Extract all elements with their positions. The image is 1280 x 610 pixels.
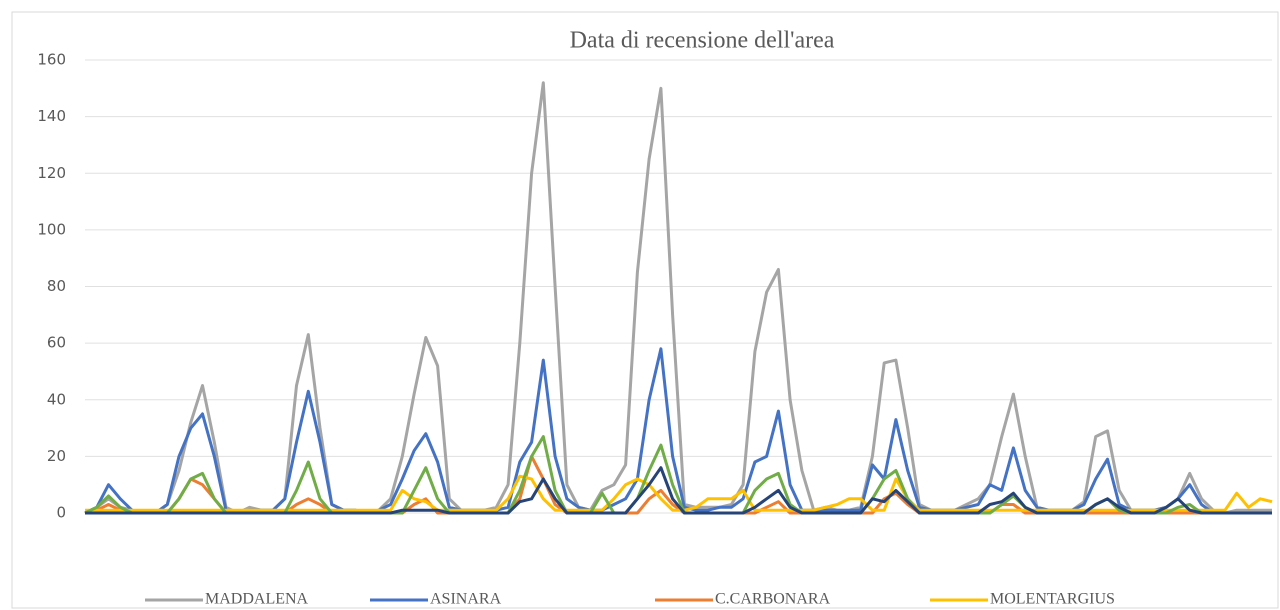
y-tick-label: 60: [47, 334, 66, 352]
series-line: [85, 474, 1273, 512]
y-tick-label: 160: [37, 51, 66, 69]
series-line: [85, 466, 1272, 515]
legend-label: MOLENTARGIUS: [990, 591, 1115, 608]
y-tick-label: 0: [56, 504, 66, 522]
chart-frame: [11, 11, 1279, 609]
legend-label: ASINARA: [430, 591, 502, 608]
series-line: [84, 81, 1272, 515]
y-tick-label: 20: [47, 447, 66, 465]
legend-label: C.CARBONARA: [715, 591, 831, 608]
legend-label: MADDALENA: [205, 591, 309, 608]
y-tick-label: 80: [47, 277, 66, 295]
y-tick-label: 40: [47, 390, 66, 408]
y-tick-label: 120: [37, 164, 66, 182]
y-tick-label: 140: [37, 107, 66, 125]
chart-title: Data di recensione dell'area: [570, 28, 835, 54]
y-tick-label: 100: [37, 220, 66, 238]
